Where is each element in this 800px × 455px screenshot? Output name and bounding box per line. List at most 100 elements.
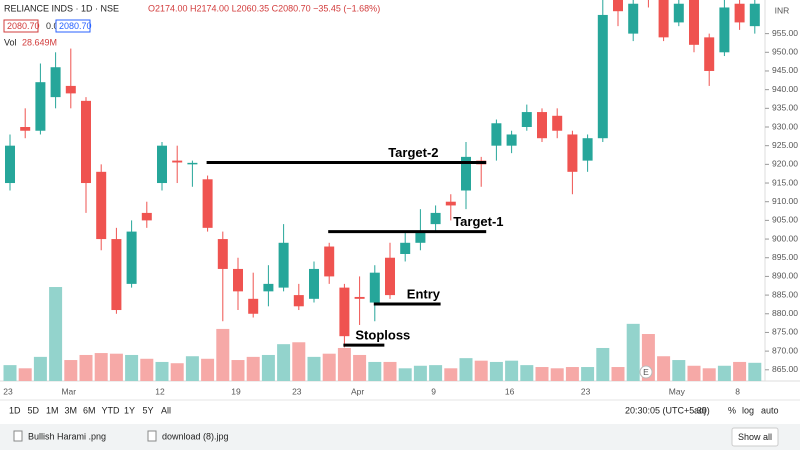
volume-bar — [261, 354, 275, 381]
volume-bar — [596, 347, 610, 381]
candle-body — [552, 115, 563, 131]
x-tick-label: Apr — [351, 386, 364, 396]
y-tick-label: 880.00 — [772, 308, 798, 318]
candle-body — [582, 138, 593, 161]
timeframe-button[interactable]: 1Y — [124, 405, 135, 415]
candle-body — [369, 272, 380, 303]
clock: 20:30:05 (UTC+5:30) — [625, 405, 710, 415]
x-tick-label: 23 — [292, 386, 302, 396]
candle-body — [126, 231, 137, 284]
candle-body — [385, 257, 395, 296]
option-button[interactable]: auto — [761, 405, 779, 415]
x-tick-label: 8 — [735, 386, 740, 396]
y-tick-label: 905.00 — [772, 215, 798, 225]
x-tick-label: 16 — [505, 386, 515, 396]
y-tick-label: 945.00 — [772, 65, 798, 75]
download-file[interactable]: Bullish Harami .png — [28, 431, 106, 441]
download-file[interactable]: download (8).jpg — [162, 431, 229, 441]
volume-bar — [307, 356, 321, 381]
volume-bar — [733, 361, 747, 381]
volume-bar — [3, 365, 17, 381]
price-box-text: 2080.70 — [59, 21, 92, 31]
candle-body — [704, 37, 715, 71]
timeframe-button[interactable]: 5Y — [143, 405, 154, 415]
volume-bar — [170, 363, 184, 381]
y-tick-label: 900.00 — [772, 233, 798, 243]
volume-bar — [33, 356, 47, 381]
download-bar — [0, 424, 800, 450]
volume-bar — [717, 365, 731, 381]
volume-bar — [657, 356, 671, 381]
timeframe-button[interactable]: 5D — [28, 405, 40, 415]
show-all-text[interactable]: Show all — [738, 432, 772, 442]
volume-bar — [368, 361, 382, 381]
y-tick-label: 950.00 — [772, 47, 798, 57]
candle-body — [309, 268, 319, 299]
volume-label: Vol — [4, 37, 17, 47]
annotation-label: Entry — [407, 286, 441, 301]
volume-bar — [201, 358, 215, 381]
volume-bar — [474, 360, 488, 381]
volume-bar — [353, 354, 367, 381]
candle-body — [734, 3, 745, 23]
option-button[interactable]: log — [742, 405, 754, 415]
volume-bar — [550, 368, 564, 381]
y-tick-label: 870.00 — [772, 345, 798, 355]
candle-body — [293, 295, 304, 307]
x-tick-label: 12 — [155, 386, 165, 396]
candle-body — [50, 67, 61, 98]
volume-bar — [49, 287, 63, 381]
timeframe-button[interactable]: 3M — [65, 405, 78, 415]
y-tick-label: 885.00 — [772, 289, 798, 299]
volume-bar — [626, 323, 640, 381]
y-tick-label: 865.00 — [772, 364, 798, 374]
symbol: RELIANCE INDS · 1D · NSE — [4, 3, 119, 13]
show-all-button[interactable] — [731, 427, 779, 447]
candle-body — [233, 268, 243, 292]
candle-body — [96, 171, 107, 240]
volume-bar — [246, 356, 260, 381]
annotation-label: Target-1 — [453, 214, 503, 229]
volume-bar — [565, 367, 579, 381]
volume-bar — [748, 362, 762, 381]
candle-body — [628, 3, 639, 34]
volume-bar — [155, 361, 169, 381]
candle-body — [719, 7, 730, 53]
timeframe-button[interactable]: YTD — [102, 405, 121, 415]
candle-body — [141, 212, 152, 221]
candle-body — [749, 3, 760, 27]
file-icon — [147, 430, 157, 442]
candle-body — [521, 112, 532, 127]
price-box-text: 2080.70 — [7, 21, 40, 31]
x-tick-label: May — [669, 386, 686, 396]
candle-body — [461, 156, 471, 191]
option-button[interactable]: adj — [694, 405, 706, 415]
y-tick-label: 895.00 — [772, 252, 798, 262]
y-tick-label: 890.00 — [772, 271, 798, 281]
option-button[interactable]: % — [728, 405, 736, 415]
timeframe-button[interactable]: 1M — [46, 405, 59, 415]
timeframe-button[interactable]: All — [161, 405, 171, 415]
candle-body — [187, 162, 198, 165]
x-tick-label: 23 — [3, 386, 13, 396]
candle-body — [65, 85, 76, 94]
volume-bar — [292, 342, 306, 381]
timeframe-button[interactable]: 1D — [9, 405, 21, 415]
y-tick-label: 915.00 — [772, 177, 798, 187]
volume-bar — [413, 365, 427, 381]
candle-body — [415, 231, 426, 243]
candle-body — [567, 134, 578, 172]
y-tick-label: 930.00 — [772, 121, 798, 131]
timeframe-button[interactable]: 6M — [83, 405, 96, 415]
candle-body — [248, 298, 259, 314]
candle-body — [111, 239, 122, 311]
volume-bar — [505, 360, 519, 381]
volume-bar — [216, 328, 230, 381]
volume-value: 28.649M — [22, 37, 57, 47]
candle-body — [354, 296, 365, 299]
volume-bar — [383, 361, 397, 381]
volume-bar — [277, 344, 291, 381]
candle-body — [172, 160, 183, 163]
candle-body — [202, 179, 213, 228]
volume-bar — [429, 365, 443, 381]
